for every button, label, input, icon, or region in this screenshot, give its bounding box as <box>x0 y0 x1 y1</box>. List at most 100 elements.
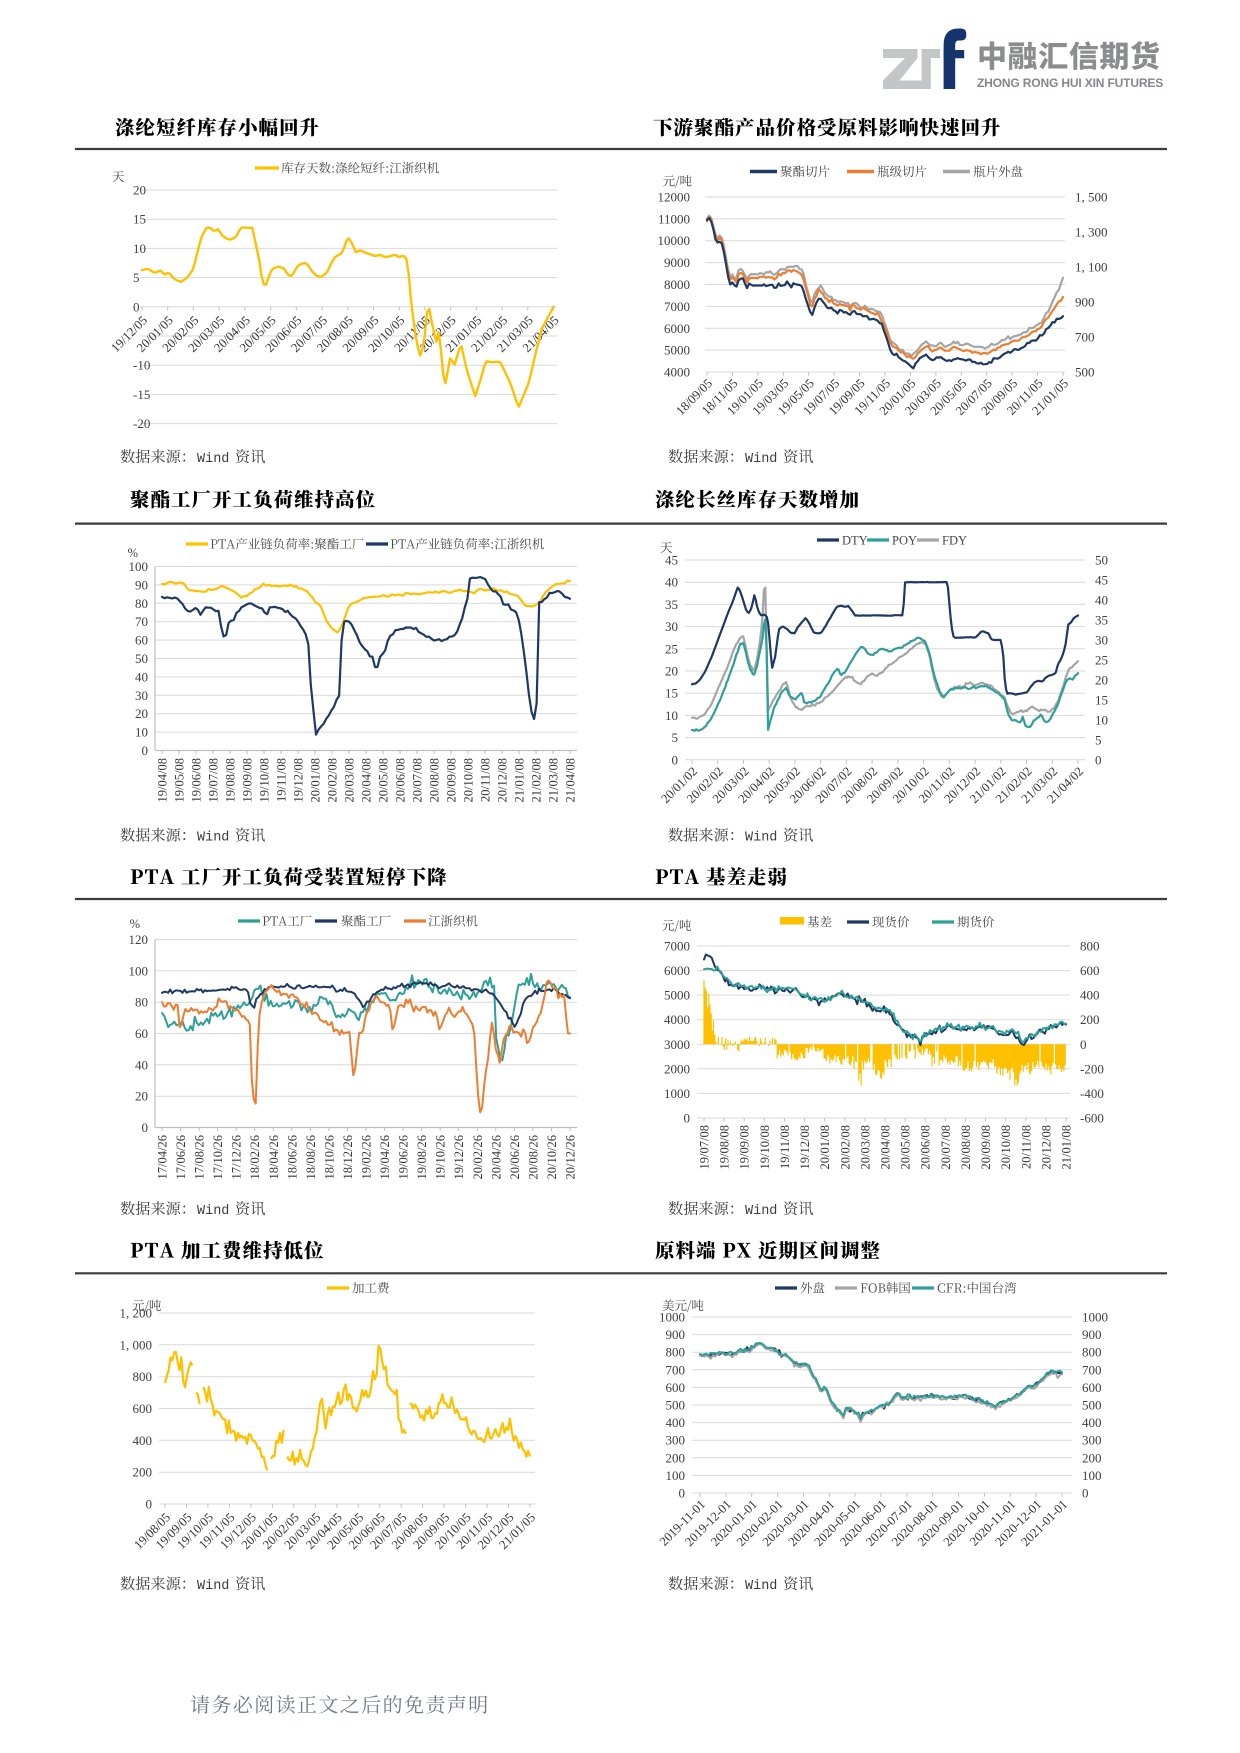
svg-text:0: 0 <box>684 1111 691 1126</box>
svg-text:25: 25 <box>1095 653 1108 668</box>
svg-text:200: 200 <box>1080 1012 1100 1027</box>
svg-text:1, 500: 1, 500 <box>1075 190 1108 205</box>
svg-text:0: 0 <box>142 1120 149 1135</box>
svg-text:20/06/08: 20/06/08 <box>394 758 408 802</box>
svg-text:300: 300 <box>666 1433 686 1448</box>
svg-text:0: 0 <box>133 299 140 314</box>
svg-text:400: 400 <box>133 1433 153 1448</box>
svg-text:-600: -600 <box>1080 1111 1104 1126</box>
svg-text:900: 900 <box>1082 1327 1102 1342</box>
svg-text:20/03/08: 20/03/08 <box>343 758 357 802</box>
svg-text:100: 100 <box>129 559 149 574</box>
svg-text:19/10/26: 19/10/26 <box>434 1135 448 1179</box>
svg-text:900: 900 <box>1075 295 1095 310</box>
svg-text:20/12/08: 20/12/08 <box>496 758 510 802</box>
svg-text:Wind: Wind <box>197 831 229 846</box>
svg-text:20/05/08: 20/05/08 <box>899 1125 913 1169</box>
svg-text:11000: 11000 <box>658 211 690 226</box>
svg-text:20/06/26: 20/06/26 <box>508 1135 522 1179</box>
svg-text:12000: 12000 <box>658 190 691 205</box>
svg-text:18/06/26: 18/06/26 <box>285 1135 299 1179</box>
svg-text:20/01/08: 20/01/08 <box>818 1125 832 1169</box>
svg-text:19/04/26: 19/04/26 <box>378 1135 392 1179</box>
svg-text:600: 600 <box>133 1401 153 1416</box>
svg-text:600: 600 <box>1080 963 1100 978</box>
svg-text:1, 200: 1, 200 <box>120 1306 153 1321</box>
svg-text:1000: 1000 <box>659 1310 685 1325</box>
svg-text:6000: 6000 <box>664 963 690 978</box>
svg-text:20/02/08: 20/02/08 <box>838 1125 852 1169</box>
svg-text:20: 20 <box>665 664 678 679</box>
svg-text:Wind: Wind <box>745 1579 777 1594</box>
svg-text:Wind: Wind <box>745 1204 777 1219</box>
svg-text:0: 0 <box>1095 753 1102 768</box>
svg-text:0: 0 <box>142 743 149 758</box>
svg-text:19/11/08: 19/11/08 <box>275 758 289 802</box>
svg-text:-400: -400 <box>1080 1086 1104 1101</box>
svg-text:5: 5 <box>672 730 679 745</box>
svg-text:21/01/08: 21/01/08 <box>1060 1125 1074 1169</box>
svg-text:17/04/26: 17/04/26 <box>156 1135 170 1179</box>
svg-text:900: 900 <box>666 1327 686 1342</box>
svg-text:35: 35 <box>1095 613 1108 628</box>
svg-text:17/12/26: 17/12/26 <box>230 1135 244 1179</box>
svg-text:19/02/26: 19/02/26 <box>360 1135 374 1179</box>
svg-text:400: 400 <box>666 1415 686 1430</box>
svg-text:ZHONG RONG HUI XIN FUTURES: ZHONG RONG HUI XIN FUTURES <box>977 76 1163 90</box>
svg-text:18/10/26: 18/10/26 <box>322 1135 336 1179</box>
svg-text:8000: 8000 <box>664 277 690 292</box>
svg-text:20: 20 <box>135 1089 148 1104</box>
svg-text:20/09/08: 20/09/08 <box>979 1125 993 1169</box>
svg-text:17/10/26: 17/10/26 <box>211 1135 225 1179</box>
svg-text:1000: 1000 <box>664 1086 690 1101</box>
svg-text:Wind: Wind <box>197 1204 229 1219</box>
svg-text:500: 500 <box>1075 365 1095 380</box>
svg-text:5000: 5000 <box>664 988 690 1003</box>
svg-text:10: 10 <box>1095 713 1108 728</box>
svg-text:20/01/08: 20/01/08 <box>309 758 323 802</box>
svg-text:19/07/08: 19/07/08 <box>207 758 221 802</box>
svg-text:10: 10 <box>665 708 678 723</box>
svg-text:40: 40 <box>1095 593 1108 608</box>
svg-text:17/06/26: 17/06/26 <box>174 1135 188 1179</box>
svg-text:5: 5 <box>133 270 140 285</box>
svg-text:4000: 4000 <box>664 1012 690 1027</box>
svg-text:1, 300: 1, 300 <box>1075 225 1108 240</box>
svg-text:30: 30 <box>135 688 148 703</box>
svg-text:20/08/26: 20/08/26 <box>526 1135 540 1179</box>
svg-text:20/07/08: 20/07/08 <box>939 1125 953 1169</box>
svg-text:19/05/08: 19/05/08 <box>173 758 187 802</box>
svg-text:5: 5 <box>1095 733 1102 748</box>
svg-text:20/04/08: 20/04/08 <box>360 758 374 802</box>
svg-text:20/04/26: 20/04/26 <box>489 1135 503 1179</box>
svg-text:200: 200 <box>133 1465 153 1480</box>
svg-text:40: 40 <box>135 669 148 684</box>
svg-text:10000: 10000 <box>658 233 691 248</box>
svg-text:Wind: Wind <box>745 452 777 467</box>
svg-text:19/10/08: 19/10/08 <box>758 1125 772 1169</box>
svg-text:1, 100: 1, 100 <box>1075 260 1108 275</box>
svg-text:20/11/08: 20/11/08 <box>479 758 493 802</box>
svg-text:500: 500 <box>1082 1398 1102 1413</box>
svg-text:20: 20 <box>1095 673 1108 688</box>
svg-text:-200: -200 <box>1080 1061 1104 1076</box>
svg-text:19/06/08: 19/06/08 <box>190 758 204 802</box>
svg-text:35: 35 <box>665 597 678 612</box>
svg-text:19/08/26: 19/08/26 <box>415 1135 429 1179</box>
svg-text:%: % <box>128 546 138 560</box>
svg-text:200: 200 <box>666 1450 686 1465</box>
svg-text:19/10/08: 19/10/08 <box>258 758 272 802</box>
svg-text:800: 800 <box>133 1369 153 1384</box>
svg-text:20/08/08: 20/08/08 <box>959 1125 973 1169</box>
svg-text:20/07/08: 20/07/08 <box>411 758 425 802</box>
svg-text:100: 100 <box>129 963 149 978</box>
svg-text:20/09/08: 20/09/08 <box>445 758 459 802</box>
svg-text:800: 800 <box>1080 939 1100 954</box>
svg-text:300: 300 <box>1082 1433 1102 1448</box>
svg-text:0: 0 <box>679 1486 686 1501</box>
svg-text:19/08/08: 19/08/08 <box>224 758 238 802</box>
svg-text:20/12/08: 20/12/08 <box>1039 1125 1053 1169</box>
svg-text:19/08/08: 19/08/08 <box>718 1125 732 1169</box>
svg-text:400: 400 <box>1082 1415 1102 1430</box>
svg-text:20/04/08: 20/04/08 <box>879 1125 893 1169</box>
